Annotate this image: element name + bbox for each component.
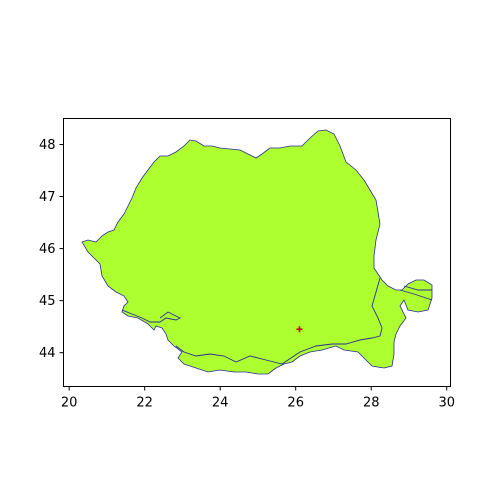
border-line-east xyxy=(371,277,383,337)
x-tick-label: 28 xyxy=(363,396,380,411)
y-tick-label: 46 xyxy=(39,242,56,257)
location-marker xyxy=(296,326,303,333)
west-border-line xyxy=(121,309,182,323)
y-tick-label: 48 xyxy=(39,138,56,153)
y-tick-label: 44 xyxy=(39,346,56,361)
x-tick-label: 20 xyxy=(61,396,78,411)
border-line-south xyxy=(175,335,381,365)
y-tick-label: 45 xyxy=(39,294,56,309)
y-tick-label: 47 xyxy=(39,190,56,205)
x-tick-label: 30 xyxy=(438,396,455,411)
x-axis-ticks: 20 22 24 26 28 30 xyxy=(61,386,455,411)
x-tick-label: 24 xyxy=(212,396,229,411)
delta-line xyxy=(399,289,433,301)
axes-frame xyxy=(63,118,451,387)
x-tick-label: 22 xyxy=(136,396,153,411)
y-axis-ticks: 44 45 46 47 48 xyxy=(39,138,64,361)
delta-line-2 xyxy=(403,285,432,291)
x-tick-label: 26 xyxy=(287,396,304,411)
